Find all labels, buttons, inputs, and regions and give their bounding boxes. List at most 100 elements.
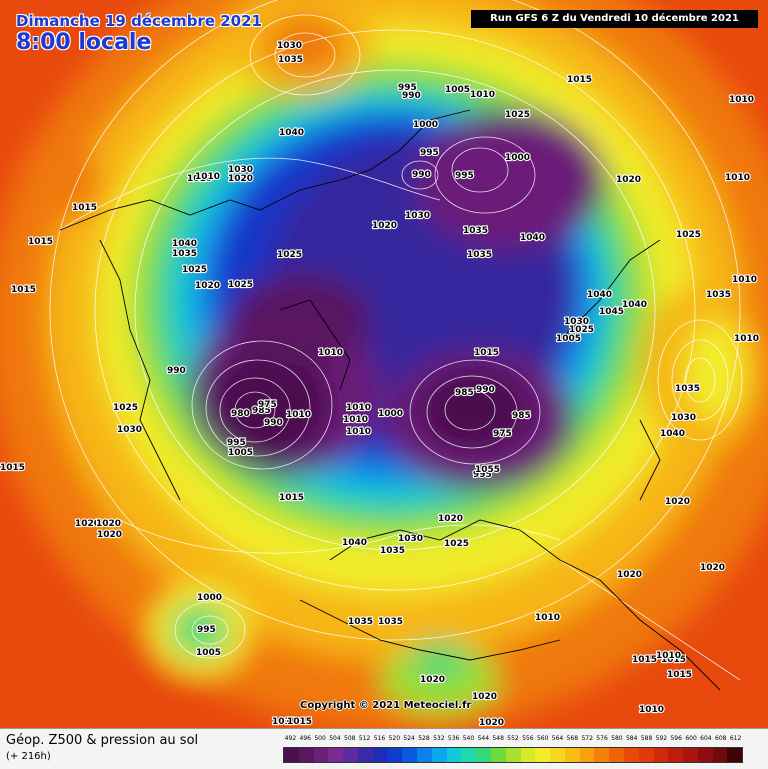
legend-swatch	[638, 748, 654, 762]
pressure-label: 1035	[706, 290, 731, 300]
pressure-label: 990	[402, 91, 421, 101]
pressure-label: 1035	[172, 249, 197, 259]
legend-label: 564	[551, 735, 564, 742]
pressure-label: 1010	[346, 403, 371, 413]
legend-swatch	[372, 748, 388, 762]
footer-bar: Géop. Z500 & pression au sol (+ 216h) 49…	[0, 728, 768, 769]
pressure-label: 995	[227, 438, 246, 448]
legend-swatch	[343, 748, 358, 762]
legend-swatch	[505, 748, 521, 762]
pressure-label: 1020	[438, 514, 463, 524]
pressure-label: 985	[252, 406, 271, 416]
pressure-label: 1020	[372, 221, 397, 231]
forecast-offset: (+ 216h)	[6, 751, 51, 762]
pressure-label: 1040	[342, 538, 367, 548]
pressure-label: 1035	[348, 617, 373, 627]
pressure-label: 1015	[567, 75, 592, 85]
coastlines	[59, 109, 721, 691]
pressure-label: 1040	[660, 429, 685, 439]
pressure-label: 1000	[505, 153, 530, 163]
legend-swatch	[431, 748, 447, 762]
legend-swatch	[328, 748, 344, 762]
pressure-label: 1015	[667, 670, 692, 680]
pressure-label: 1010	[318, 348, 343, 358]
legend-label: 500	[314, 735, 326, 742]
pressure-label: 1005	[445, 85, 470, 95]
legend-label: 544	[477, 735, 490, 742]
pressure-label: 1025	[505, 110, 530, 120]
legend-label: 596	[670, 735, 682, 742]
pressure-label: 1005	[196, 648, 221, 658]
pressure-label: 1055	[475, 465, 500, 475]
geopotential-field	[0, 0, 768, 728]
forecast-date: Dimanche 19 décembre 2021	[16, 12, 262, 30]
pressure-label: 1010	[732, 275, 757, 285]
pressure-label: 1030	[277, 41, 302, 51]
pressure-label: 1010	[535, 613, 560, 623]
legend-label: 496	[299, 735, 311, 742]
pressure-label: 1025	[228, 280, 253, 290]
pressure-label: 1045	[599, 307, 624, 317]
pressure-label: 1040	[622, 300, 647, 310]
pressure-label: 1020	[617, 570, 642, 580]
legend-swatch	[609, 748, 624, 762]
pressure-label: 1030	[117, 425, 142, 435]
pressure-label: 995	[420, 148, 439, 158]
legend-swatch	[417, 748, 432, 762]
legend-swatch	[476, 748, 491, 762]
legend-labels: 492 496 500 504 508 512 516 520 524 528 532 536 540 5…	[283, 735, 743, 745]
pressure-label: 1005	[556, 334, 581, 344]
legend-swatch	[594, 748, 610, 762]
forecast-time: 8:00 locale	[16, 30, 152, 55]
legend-swatch	[402, 748, 418, 762]
pressure-label: 1020	[195, 281, 220, 291]
pressure-label: 1020	[97, 530, 122, 540]
pressure-label: 1020	[700, 563, 725, 573]
pressure-label: 1010	[725, 173, 750, 183]
legend-label: 508	[344, 735, 356, 742]
color-legend: 492 496 500 504 508 512 516 520 524 528 532 536 540 5…	[283, 735, 743, 765]
pressure-label: 1010	[639, 705, 664, 715]
legend-swatch	[623, 748, 639, 762]
pressure-label: 1015	[287, 717, 312, 727]
legend-label: 556	[522, 735, 534, 742]
pressure-label: 990	[167, 366, 186, 376]
legend-label: 604	[700, 735, 712, 742]
pressure-label: 1010	[286, 410, 311, 420]
pressure-label: 985	[455, 388, 474, 398]
pressure-label: 975	[258, 400, 277, 410]
pressure-label: 1030	[405, 211, 430, 221]
pressure-label: 1035	[278, 55, 303, 65]
pressure-label: 1035	[378, 617, 403, 627]
pressure-label: 995	[473, 470, 492, 480]
pressure-label: 980	[231, 409, 250, 419]
pressure-label: 1030	[671, 413, 696, 423]
pressure-label: 1010	[187, 174, 212, 184]
pressure-label: 1015	[28, 237, 53, 247]
legend-swatch	[668, 748, 684, 762]
legend-label: 592	[655, 735, 668, 742]
weather-map: 1030 1035 995 990 1005 1010 1015 1010 1025 1040 10…	[0, 0, 768, 728]
pressure-label: 1035	[463, 226, 488, 236]
pressure-label: 1035	[675, 384, 700, 394]
legend-label: 492	[284, 735, 297, 742]
legend-label: 552	[507, 735, 519, 742]
legend-swatch	[313, 748, 329, 762]
legend-swatch	[284, 748, 299, 762]
pressure-label: 1010	[195, 172, 220, 182]
pressure-label: 990	[412, 170, 431, 180]
pressure-label: 1010	[656, 651, 681, 661]
pressure-label: 1000	[413, 120, 438, 130]
pressure-label: 1010	[272, 717, 297, 727]
legend-swatch	[490, 748, 506, 762]
pressure-label: 985	[512, 411, 531, 421]
pressure-label: 990	[476, 385, 495, 395]
legend-label: 532	[433, 735, 445, 742]
legend-label: 540	[462, 735, 475, 742]
pressure-label: 1020	[479, 718, 504, 728]
legend-label: 512	[358, 735, 371, 742]
pressure-label: 1015	[11, 285, 36, 295]
pressure-label: 995	[455, 171, 474, 181]
legend-swatch	[579, 748, 595, 762]
pressure-label: 1000	[197, 593, 222, 603]
